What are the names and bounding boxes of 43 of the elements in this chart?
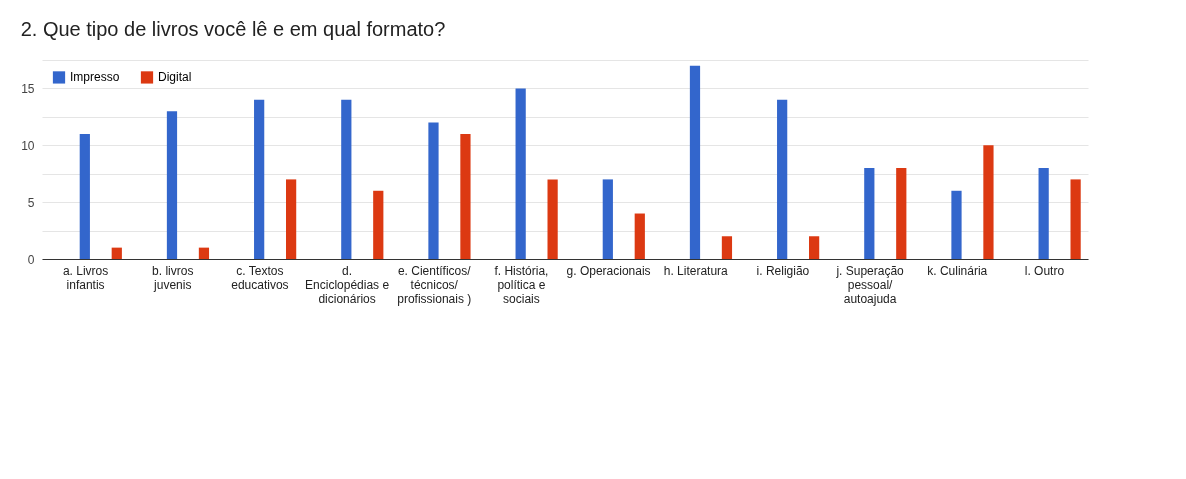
bar bbox=[809, 236, 820, 259]
bar bbox=[286, 179, 297, 259]
x-tick-label: d. Enciclopédias e dicionários bbox=[305, 263, 390, 306]
bar bbox=[602, 179, 613, 259]
bar bbox=[896, 168, 907, 259]
bar bbox=[634, 213, 645, 259]
bar bbox=[79, 133, 90, 259]
chart-title: 2. Que tipo de livros você lê e em qual formato? bbox=[20, 18, 446, 40]
x-tick-label: l. Outro bbox=[1024, 263, 1065, 278]
bar bbox=[721, 236, 733, 259]
bar bbox=[428, 122, 439, 259]
bar bbox=[373, 190, 384, 259]
legend-label: Impresso bbox=[70, 70, 120, 85]
bar bbox=[1070, 179, 1081, 259]
bar bbox=[983, 145, 994, 259]
bar bbox=[254, 99, 265, 259]
bar bbox=[111, 247, 122, 259]
legend-label: Digital bbox=[158, 70, 192, 85]
bar bbox=[198, 247, 210, 259]
bar bbox=[547, 179, 558, 259]
y-tick-label: 10 bbox=[21, 138, 35, 153]
x-tick-label: g. Operacionais bbox=[566, 263, 651, 278]
bar bbox=[341, 99, 352, 259]
x-tick-label: f. História, política e sociais bbox=[494, 263, 549, 306]
x-tick-label: a. Livros infantis bbox=[62, 263, 109, 292]
x-tick-label: i. Religião bbox=[756, 263, 810, 278]
y-tick-label: 5 bbox=[27, 195, 35, 210]
bar bbox=[777, 99, 788, 259]
bar bbox=[951, 190, 962, 259]
bar bbox=[864, 168, 875, 259]
x-tick-label: c. Textos educativos bbox=[231, 263, 289, 292]
bar bbox=[166, 111, 178, 259]
y-tick-label: 0 bbox=[27, 252, 35, 267]
bar bbox=[689, 65, 701, 259]
x-tick-label: h. Literatura bbox=[663, 263, 729, 278]
bar bbox=[1038, 168, 1049, 259]
bar bbox=[515, 88, 526, 259]
x-tick-label: b. livros juvenis bbox=[152, 263, 194, 292]
bar bbox=[460, 133, 471, 259]
x-tick-label: e. Científicos/ técnicos/ profissionais ) bbox=[397, 263, 472, 306]
x-tick-label: k. Culinária bbox=[927, 263, 988, 278]
x-tick-label: j. Superação pessoal/ autoajuda bbox=[835, 263, 905, 306]
y-tick-label: 15 bbox=[21, 81, 35, 96]
